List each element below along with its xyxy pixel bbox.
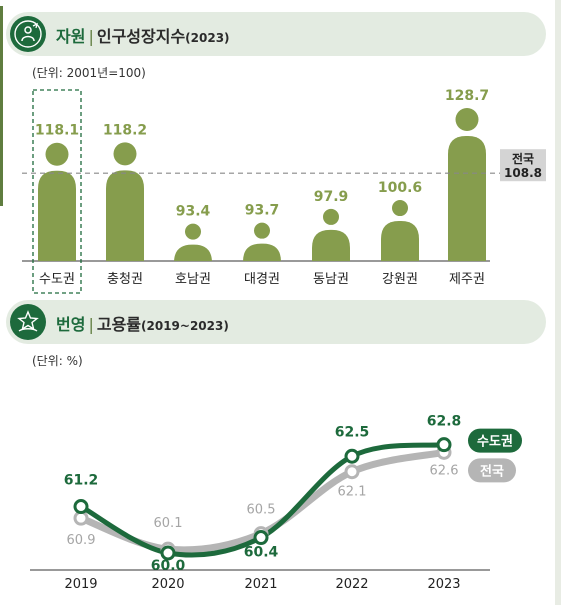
population-header: 자원 | 인구성장지수(2023) bbox=[6, 12, 546, 56]
category-label: 자원 bbox=[56, 27, 86, 46]
data-label-national: 60.5 bbox=[247, 503, 276, 518]
data-point-national bbox=[344, 464, 360, 480]
population-chart: 118.1 수도권 118.2 충청권 93.4 호남권 93.7 대경권 97.9 동남권 100… bbox=[22, 88, 546, 294]
data-label-national: 60.9 bbox=[67, 533, 96, 548]
tick-label: 2023 bbox=[427, 577, 460, 592]
data-point-capital bbox=[344, 448, 360, 464]
data-label-capital: 62.5 bbox=[335, 424, 370, 440]
bar bbox=[38, 170, 76, 261]
bar bbox=[174, 244, 212, 263]
tick-label: 2021 bbox=[244, 577, 277, 592]
data-label-capital: 62.8 bbox=[427, 414, 462, 430]
data-label: 128.7 bbox=[445, 88, 489, 104]
bar bbox=[243, 243, 281, 262]
bar-head bbox=[455, 108, 479, 131]
category-label: 번영 bbox=[56, 315, 86, 334]
growth-icon bbox=[10, 16, 46, 52]
data-label-national: 60.1 bbox=[154, 516, 183, 531]
bar bbox=[312, 229, 350, 261]
bar-head bbox=[185, 223, 201, 240]
data-label: 118.2 bbox=[103, 122, 147, 138]
data-label: 93.4 bbox=[176, 204, 211, 220]
data-label-national: 62.1 bbox=[338, 485, 367, 500]
legend-label-capital: 수도권 bbox=[477, 435, 513, 450]
legend-label-national: 전국 bbox=[480, 463, 504, 479]
reference-name: 전국 bbox=[512, 151, 534, 166]
bar-head bbox=[323, 208, 339, 225]
employment-chart: 61.2 60.0 60.4 62.5 62.8 60.9 60.1 60.5 62.1 62.6… bbox=[30, 414, 522, 592]
data-label-national: 62.6 bbox=[430, 463, 459, 478]
reference-box bbox=[500, 149, 546, 182]
bar-head bbox=[392, 200, 408, 217]
accent-rule bbox=[0, 6, 3, 206]
bar-head bbox=[113, 142, 137, 166]
bar bbox=[106, 170, 144, 261]
tick-label: 2020 bbox=[151, 577, 184, 592]
chart-year: (2019~2023) bbox=[141, 319, 229, 333]
tick-label: 수도권 bbox=[39, 272, 75, 287]
bar-head bbox=[45, 142, 69, 166]
unit-label: (단위: %) bbox=[32, 354, 83, 368]
tick-label: 충청권 bbox=[107, 272, 143, 287]
unit-label: (단위: 2001년=100) bbox=[32, 66, 146, 80]
data-label: 118.1 bbox=[35, 123, 79, 139]
employment-header: 번영 | 고용률(2019~2023) bbox=[6, 300, 546, 344]
data-point-capital bbox=[436, 437, 452, 453]
data-label-capital: 60.4 bbox=[244, 545, 279, 561]
legend-tag-national bbox=[468, 458, 516, 483]
tick-label: 강원권 bbox=[382, 272, 418, 287]
data-label-capital: 61.2 bbox=[64, 473, 99, 489]
highlight-box bbox=[32, 89, 82, 294]
bar-head bbox=[254, 222, 270, 239]
legend-tag-capital bbox=[468, 428, 522, 453]
bar bbox=[448, 136, 486, 261]
tick-label: 2019 bbox=[64, 577, 97, 592]
reference-value: 108.8 bbox=[504, 166, 542, 180]
data-label: 97.9 bbox=[314, 189, 349, 205]
chart-year: (2023) bbox=[185, 31, 230, 45]
data-point-capital bbox=[253, 530, 269, 546]
prosperity-icon bbox=[10, 304, 46, 340]
data-label-capital: 60.0 bbox=[151, 558, 186, 574]
tick-label: 대경권 bbox=[244, 272, 280, 287]
tick-label: 호남권 bbox=[175, 272, 211, 287]
data-point-capital bbox=[160, 545, 176, 561]
data-point-capital bbox=[73, 499, 89, 515]
bar bbox=[381, 221, 419, 261]
chart-title: 고용률 bbox=[96, 315, 142, 334]
tick-label: 2022 bbox=[335, 577, 368, 592]
page-edge bbox=[555, 0, 561, 605]
data-label: 100.6 bbox=[378, 180, 422, 196]
tick-label: 제주권 bbox=[449, 272, 485, 287]
tick-label: 동남권 bbox=[313, 272, 349, 287]
data-label: 93.7 bbox=[245, 203, 280, 219]
chart-title: 인구성장지수 bbox=[96, 27, 186, 46]
